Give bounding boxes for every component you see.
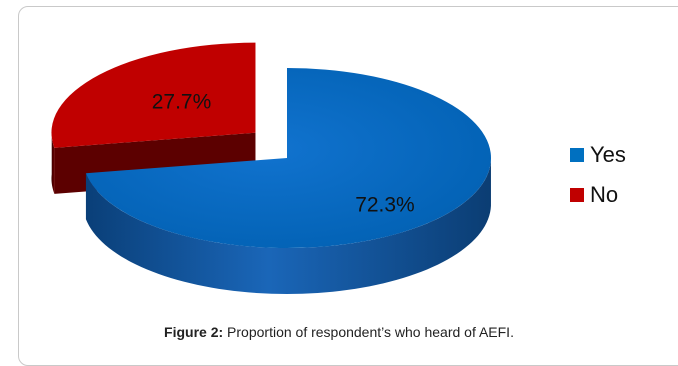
legend: Yes No [570, 140, 626, 220]
slice-no [51, 42, 256, 148]
data-label-no: 27.7% [152, 90, 212, 113]
caption-text: Proportion of respondent’s who heard of … [223, 324, 514, 340]
slice-side-no [51, 128, 55, 194]
slice-side-yes [85, 156, 491, 294]
legend-item-no: No [570, 180, 626, 210]
legend-swatch-no [570, 188, 584, 202]
slice-yes [85, 68, 492, 248]
pie-chart: 27.7% 72.3% [51, 42, 492, 294]
data-label-yes: 72.3% [355, 193, 415, 216]
caption-label: Figure 2: [164, 324, 224, 340]
legend-label-no: No [590, 182, 619, 207]
legend-swatch-yes [570, 148, 584, 162]
figure-caption: Figure 2: Proportion of respondent’s who… [0, 324, 678, 340]
legend-label-yes: Yes [590, 142, 626, 167]
legend-item-yes: Yes [570, 140, 626, 170]
